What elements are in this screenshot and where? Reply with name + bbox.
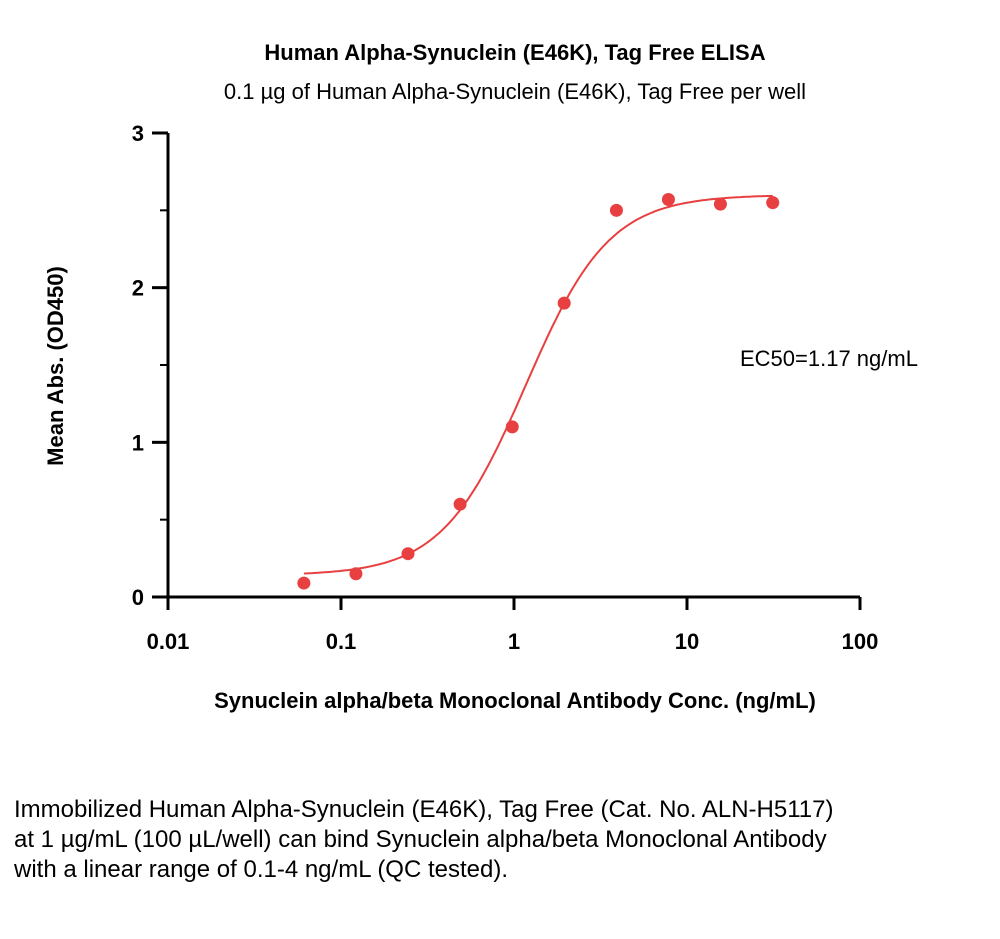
y-tick-label: 3 (132, 121, 144, 146)
x-axis-label: Synuclein alpha/beta Monoclonal Antibody… (214, 688, 816, 713)
data-point (557, 296, 571, 310)
data-point (713, 197, 727, 211)
y-tick-label: 1 (132, 430, 144, 455)
y-axis-label: Mean Abs. (OD450) (43, 266, 68, 466)
chart-subtitle: 0.1 µg of Human Alpha-Synuclein (E46K), … (224, 79, 806, 104)
chart-title: Human Alpha-Synuclein (E46K), Tag Free E… (264, 40, 765, 65)
x-tick-label: 1 (508, 629, 520, 654)
data-point (297, 576, 311, 590)
x-tick-label: 100 (842, 629, 879, 654)
fit-curve (303, 194, 773, 575)
data-point (401, 547, 415, 561)
data-points (297, 193, 780, 590)
elisa-chart: Human Alpha-Synuclein (E46K), Tag Free E… (43, 40, 918, 713)
data-point (453, 497, 467, 511)
x-tick-label: 0.01 (147, 629, 190, 654)
y-tick-label: 0 (132, 585, 144, 610)
data-point (505, 420, 519, 434)
data-point (661, 193, 675, 207)
data-point (349, 567, 363, 581)
ec50-annotation: EC50=1.17 ng/mL (740, 346, 918, 371)
minor-ticks (160, 209, 168, 521)
ticks: 0.01 0.1 1 10 100 0 1 2 3 (132, 121, 879, 654)
figure-caption: Immobilized Human Alpha-Synuclein (E46K)… (14, 796, 834, 883)
data-point (766, 196, 780, 210)
x-tick-label: 10 (675, 629, 699, 654)
x-tick-label: 0.1 (326, 629, 357, 654)
data-point (609, 203, 623, 217)
y-tick-label: 2 (132, 276, 144, 301)
